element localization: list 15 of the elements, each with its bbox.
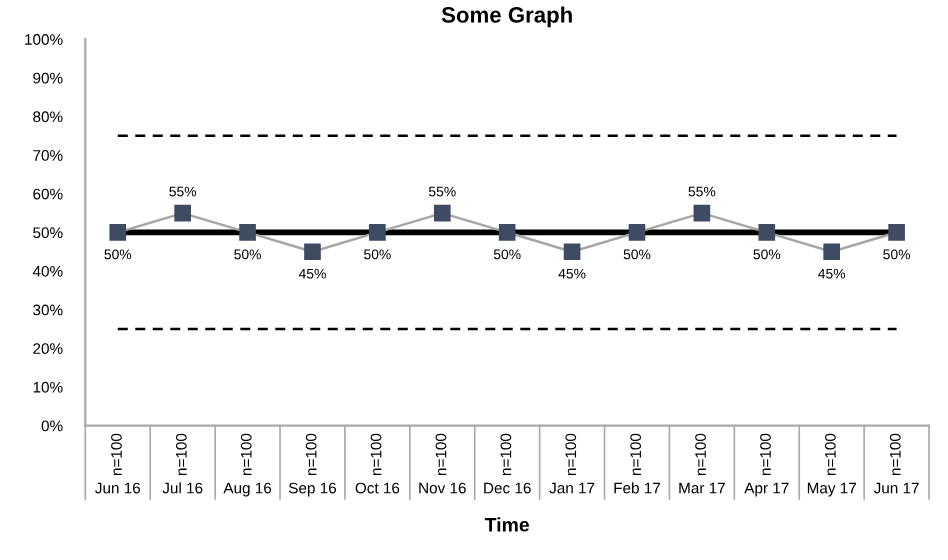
x-axis-title: Time [484,517,530,532]
point [628,224,646,241]
point [109,224,127,241]
point [498,224,516,241]
chart-title: Some Graph [441,6,572,28]
point [563,243,581,261]
point [888,224,905,241]
point [433,204,451,222]
point [239,224,256,241]
point [823,243,841,261]
point [369,224,386,241]
point [758,224,776,241]
point [174,204,192,222]
point [693,204,711,222]
point [304,243,321,261]
